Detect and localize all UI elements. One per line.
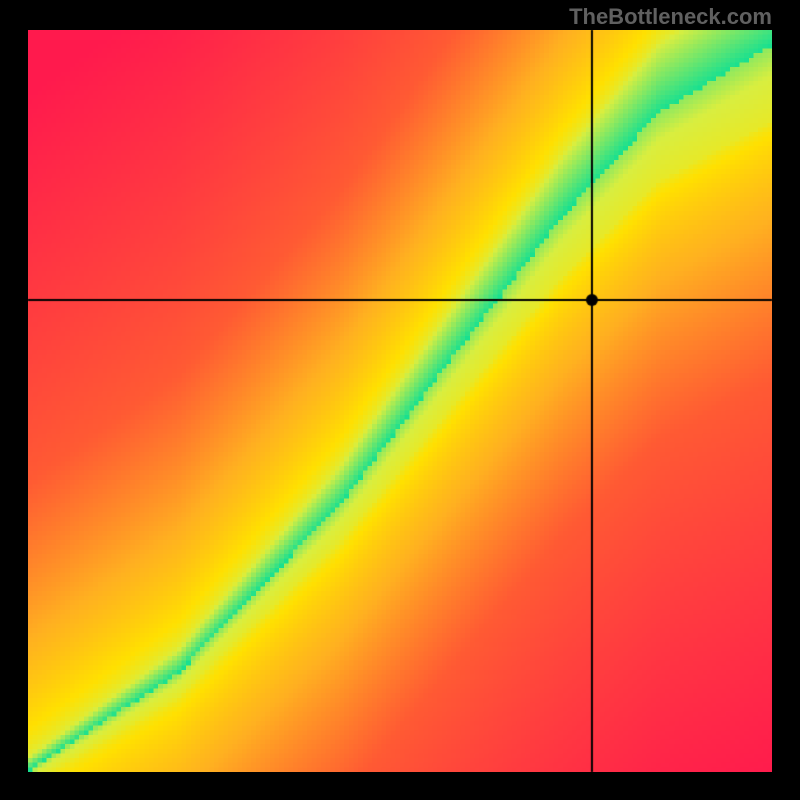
crosshair-overlay	[0, 0, 800, 800]
watermark-text: TheBottleneck.com	[569, 4, 772, 30]
chart-container: TheBottleneck.com	[0, 0, 800, 800]
